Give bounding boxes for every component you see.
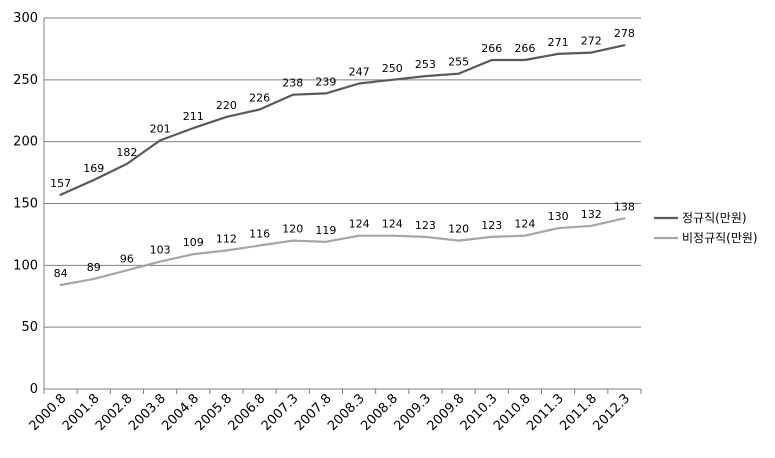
data-label: 211 <box>183 110 204 123</box>
data-label: 96 <box>120 252 134 265</box>
data-label: 124 <box>514 218 535 231</box>
data-labels: 157 169 182 201 211 220 226 238 239 247 250 253 255 2… <box>50 27 635 280</box>
legend-label: 정규직(만원) <box>682 211 747 225</box>
y-tick-label: 50 <box>21 320 38 335</box>
y-tick-label: 200 <box>13 135 38 150</box>
data-label: 89 <box>87 261 101 274</box>
series-line-1 <box>59 44 626 196</box>
legend-label: 비정규직(만원) <box>682 231 758 245</box>
data-label: 255 <box>448 56 469 69</box>
data-label: 182 <box>116 146 137 159</box>
data-label: 220 <box>216 99 237 112</box>
y-tick-label: 150 <box>13 197 38 212</box>
x-tick-label: 2012.3 <box>590 391 633 434</box>
data-label: 271 <box>548 36 569 49</box>
data-label: 238 <box>282 77 303 90</box>
data-label: 239 <box>315 75 336 88</box>
gridlines <box>44 17 641 390</box>
data-label: 266 <box>481 42 502 55</box>
data-label: 103 <box>150 244 171 257</box>
data-label: 123 <box>415 219 436 232</box>
data-label: 130 <box>548 210 569 223</box>
data-label: 157 <box>50 177 71 190</box>
y-tick-label: 300 <box>13 11 38 26</box>
data-label: 169 <box>83 162 104 175</box>
data-label: 109 <box>183 236 204 249</box>
legend: 정규직(만원) 비정규직(만원) <box>654 211 758 245</box>
series-lines <box>59 44 626 287</box>
data-label: 278 <box>614 27 635 40</box>
data-label: 119 <box>315 224 336 237</box>
data-label: 120 <box>282 223 303 236</box>
data-label: 247 <box>349 66 370 79</box>
data-label: 124 <box>349 218 370 231</box>
data-label: 272 <box>581 35 602 48</box>
data-label: 116 <box>249 228 270 241</box>
series-line-2 <box>59 217 626 287</box>
data-label: 201 <box>150 122 171 135</box>
data-label: 266 <box>514 42 535 55</box>
data-label: 253 <box>415 58 436 71</box>
data-label: 112 <box>216 232 237 245</box>
y-tick-label: 0 <box>30 382 38 397</box>
data-label: 226 <box>249 92 270 105</box>
data-label: 132 <box>581 208 602 221</box>
data-label: 250 <box>382 62 403 75</box>
data-label: 120 <box>448 223 469 236</box>
data-label: 124 <box>382 218 403 231</box>
data-label: 138 <box>614 200 635 213</box>
y-tick-label: 250 <box>13 73 38 88</box>
y-tick-label: 100 <box>13 258 38 273</box>
data-label: 123 <box>481 219 502 232</box>
data-label: 84 <box>54 267 68 280</box>
